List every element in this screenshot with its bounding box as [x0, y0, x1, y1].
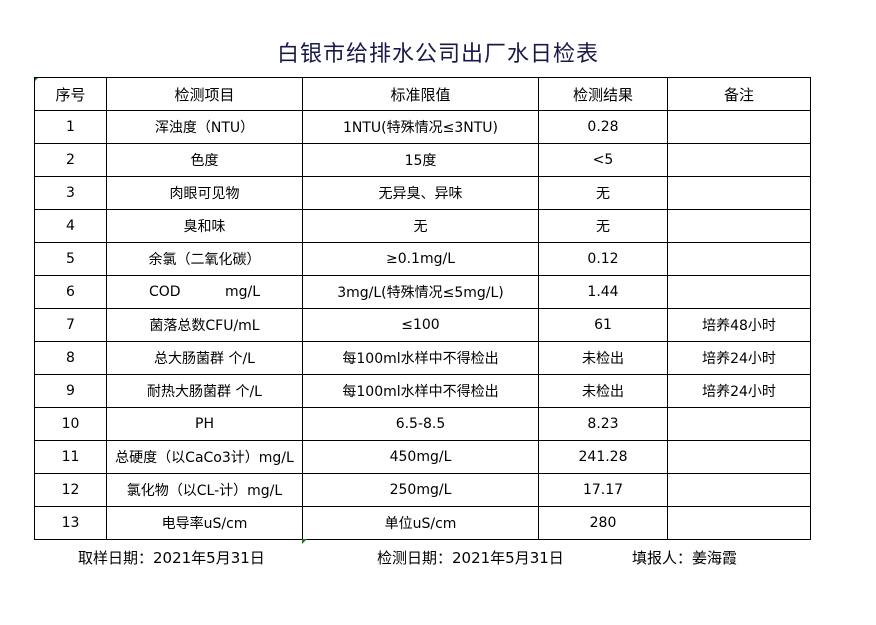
test-result: 0.28	[538, 110, 668, 144]
standard-limit: 6.5-8.5	[302, 407, 539, 441]
test-item: 总硬度（以CaCo3计）mg/L	[106, 440, 303, 474]
row-number: 9	[34, 374, 107, 408]
standard-limit: 15度	[302, 143, 539, 177]
table-row: 10 PH 6.5-8.5 8.23	[34, 407, 811, 441]
header-cell: 检测项目	[106, 77, 303, 111]
remark	[667, 473, 811, 507]
table-row: 5 余氯（二氧化碳） ≥0.1mg/L 0.12	[34, 242, 811, 276]
row-number: 8	[34, 341, 107, 375]
table-row: 7 菌落总数CFU/mL ≤100 61 培养48小时	[34, 308, 811, 342]
header-row: 序号 检测项目 标准限值 检测结果 备注	[34, 77, 811, 111]
standard-limit: 无	[302, 209, 539, 243]
reporter: 填报人：姜海霞	[632, 549, 738, 567]
test-result: 8.23	[538, 407, 668, 441]
standard-limit: 每100ml水样中不得检出	[302, 341, 539, 375]
table-row: 9 耐热大肠菌群 个/L 每100ml水样中不得检出 未检出 培养24小时	[34, 374, 811, 408]
test-item: 浑浊度（NTU）	[106, 110, 303, 144]
remark: 培养24小时	[667, 341, 811, 375]
row-number: 3	[34, 176, 107, 210]
row-number: 4	[34, 209, 107, 243]
standard-limit: 1NTU(特殊情况≤3NTU)	[302, 110, 539, 144]
test-result: 未检出	[538, 341, 668, 375]
table-row: 3 肉眼可见物 无异臭、异味无	[34, 176, 811, 210]
table-row: 8 总大肠菌群 个/L 每100ml水样中不得检出 未检出 培养24小时	[34, 341, 811, 375]
standard-limit: 450mg/L	[302, 440, 539, 474]
standard-limit: 250mg/L	[302, 473, 539, 507]
test-result: 1.44	[538, 275, 668, 309]
test-result: 未检出	[538, 374, 668, 408]
test-result: 61	[538, 308, 668, 342]
header-cell: 备注	[667, 77, 811, 111]
test-result: <5	[538, 143, 668, 177]
remark	[667, 407, 811, 441]
test-item: 余氯（二氧化碳）	[106, 242, 303, 276]
row-number: 10	[34, 407, 107, 441]
header-cell: 检测结果	[538, 77, 668, 111]
test-item: PH	[106, 407, 303, 441]
standard-limit: 3mg/L(特殊情况≤5mg/L)	[302, 275, 539, 309]
test-item: 耐热大肠菌群 个/L	[106, 374, 303, 408]
row-number: 7	[34, 308, 107, 342]
standard-limit: ≤100	[302, 308, 539, 342]
table-row: 12 氯化物（以CL-计）mg/L 250mg/L 17.17	[34, 473, 811, 507]
test-result: 无	[538, 209, 668, 243]
remark	[667, 209, 811, 243]
test-item: 氯化物（以CL-计）mg/L	[106, 473, 303, 507]
test-item: 色度	[106, 143, 303, 177]
test-item: 菌落总数CFU/mL	[106, 308, 303, 342]
table-row: 6 COD mg/L 3mg/L(特殊情况≤5mg/L) 1.44	[34, 275, 811, 309]
test-result: 无	[538, 176, 668, 210]
standard-limit: 无异臭、异味	[302, 176, 539, 210]
table-row: 1 浑浊度（NTU） 1NTU(特殊情况≤3NTU) 0.28	[34, 110, 811, 144]
remark	[667, 275, 811, 309]
test-result: 17.17	[538, 473, 668, 507]
header-cell: 标准限值	[302, 77, 539, 111]
row-number: 12	[34, 473, 107, 507]
row-number: 13	[34, 506, 107, 540]
inspection-table: 序号 检测项目 标准限值 检测结果 备注 1 浑浊度（NTU） 1NTU(特殊情况≤…	[34, 77, 811, 540]
remark	[667, 176, 811, 210]
test-item: 总大肠菌群 个/L	[106, 341, 303, 375]
standard-limit: 每100ml水样中不得检出	[302, 374, 539, 408]
row-number: 1	[34, 110, 107, 144]
standard-limit: ≥0.1mg/L	[302, 242, 539, 276]
table-row: 11 总硬度（以CaCo3计）mg/L 450mg/L 241.28	[34, 440, 811, 474]
table-row: 4 臭和味无无	[34, 209, 811, 243]
remark: 培养48小时	[667, 308, 811, 342]
test-item: 肉眼可见物	[106, 176, 303, 210]
remark	[667, 440, 811, 474]
test-item: 电导率uS/cm	[106, 506, 303, 540]
sample-date: 取样日期：2021年5月31日	[78, 549, 265, 567]
test-result: 241.28	[538, 440, 668, 474]
test-result: 0.12	[538, 242, 668, 276]
header-cell: 序号	[34, 77, 107, 111]
test-date: 检测日期：2021年5月31日	[377, 549, 564, 567]
row-number: 5	[34, 242, 107, 276]
remark	[667, 242, 811, 276]
remark	[667, 143, 811, 177]
test-item: COD mg/L	[106, 275, 303, 309]
cell-marker	[302, 539, 307, 544]
remark	[667, 506, 811, 540]
table-row: 13 电导率uS/cm 单位uS/cm 280	[34, 506, 811, 540]
row-number: 6	[34, 275, 107, 309]
row-number: 11	[34, 440, 107, 474]
test-item: 臭和味	[106, 209, 303, 243]
standard-limit: 单位uS/cm	[302, 506, 539, 540]
row-number: 2	[34, 143, 107, 177]
table-row: 2 色度 15度 <5	[34, 143, 811, 177]
remark	[667, 110, 811, 144]
test-result: 280	[538, 506, 668, 540]
page-title: 白银市给排水公司出厂水日检表	[276, 42, 599, 67]
remark: 培养24小时	[667, 374, 811, 408]
